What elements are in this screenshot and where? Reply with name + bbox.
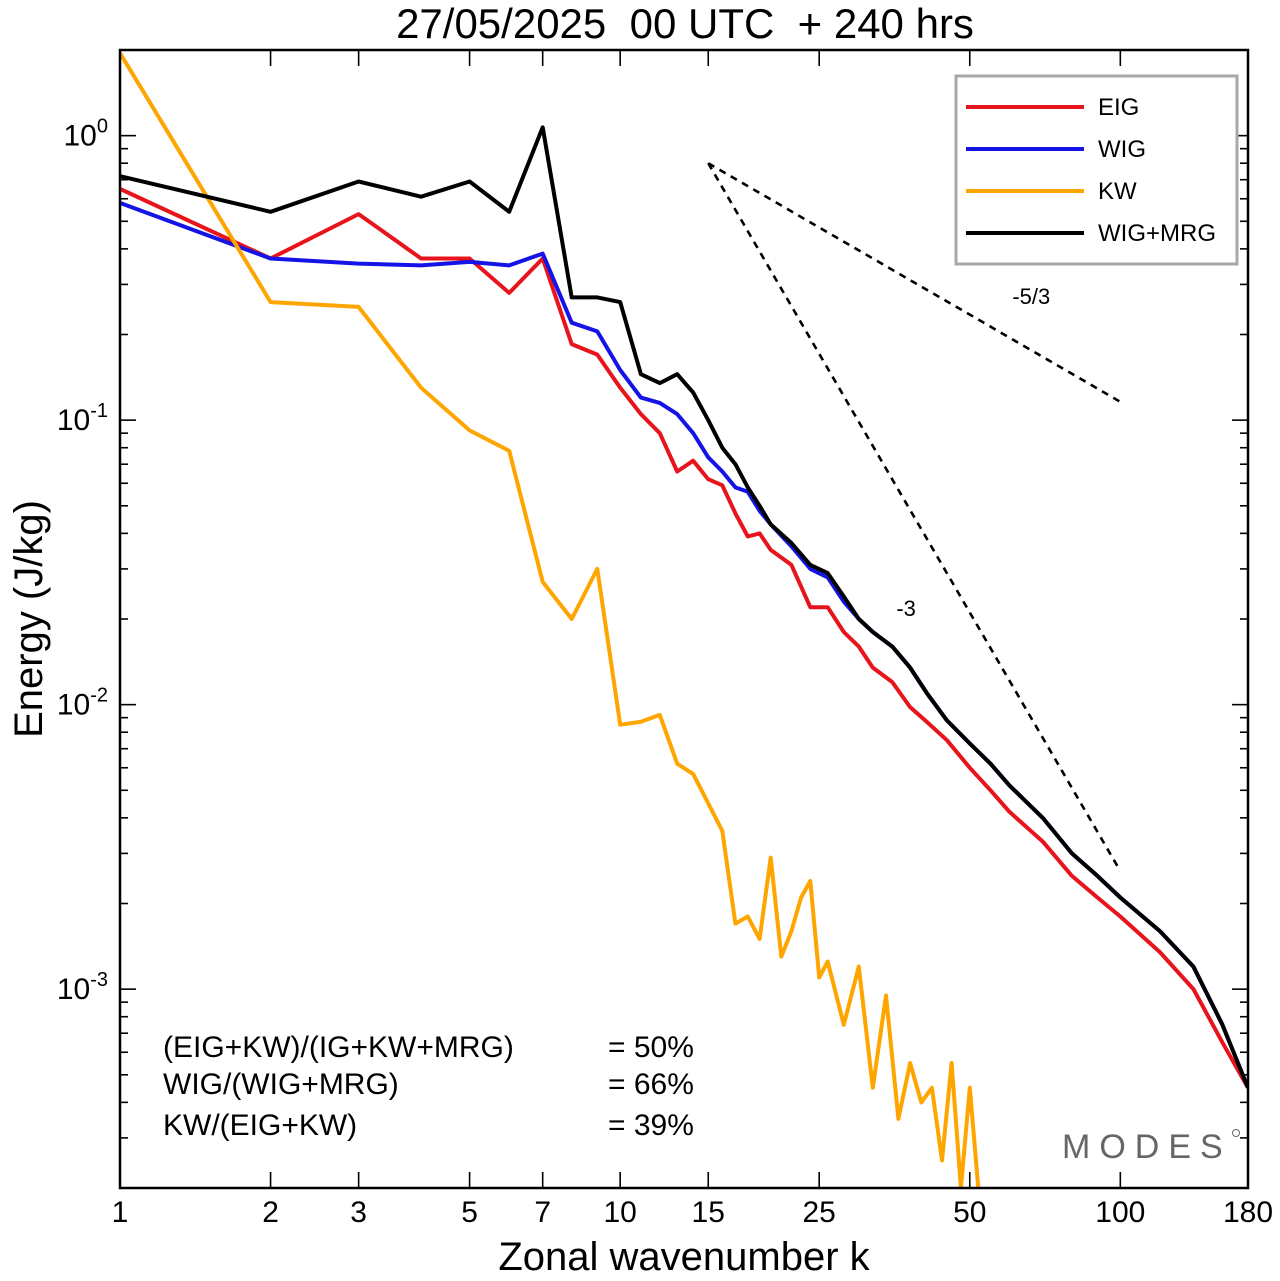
x-tick-label: 25 [803, 1196, 836, 1229]
x-axis-label: Zonal wavenumber k [498, 1235, 870, 1279]
y-tick-label: 100 [64, 116, 109, 153]
x-tick-label: 15 [692, 1196, 725, 1229]
x-tick-label: 180 [1223, 1196, 1273, 1229]
ratio-value-3: = 39% [608, 1109, 694, 1142]
series-lines [120, 52, 1248, 1188]
ratio-value-2: = 66% [608, 1068, 694, 1101]
slope-line [707, 162, 1121, 403]
legend-label: WIG+MRG [1098, 220, 1216, 247]
ratio-annotations: (EIG+KW)/(IG+KW+MRG) = 50% WIG/(WIG+MRG)… [163, 1031, 694, 1142]
legend-label: EIG [1098, 94, 1139, 121]
slope-label: -3 [896, 596, 916, 621]
x-tick-label: 10 [603, 1196, 636, 1229]
modes-watermark: MODES [1062, 1128, 1240, 1166]
ratio-label-1: (EIG+KW)/(IG+KW+MRG) [163, 1031, 514, 1064]
slope-label: -5/3 [1012, 284, 1050, 309]
legend: EIG WIG KW WIG+MRG [954, 74, 1239, 266]
reference-slope-lines: -5/3 -3 [707, 162, 1122, 872]
y-tick-label: 10-3 [57, 969, 108, 1006]
ratio-label-2: WIG/(WIG+MRG) [163, 1068, 399, 1101]
legend-label: WIG [1098, 136, 1146, 163]
plot-frame [118, 48, 1250, 1190]
ratio-label-3: KW/(EIG+KW) [163, 1109, 357, 1142]
x-tick-label: 100 [1095, 1196, 1145, 1229]
ratio-value-1: = 50% [608, 1031, 694, 1064]
x-tick-label: 50 [953, 1196, 986, 1229]
y-tick-label: 10-1 [57, 400, 108, 437]
x-tick-label: 3 [350, 1196, 367, 1229]
watermark-text: MODES [1062, 1128, 1232, 1166]
series-wig-mrg-line [120, 125, 1248, 1089]
series-wig-line [120, 201, 1248, 1089]
x-tick-label: 7 [534, 1196, 551, 1229]
y-tick-label: 10-2 [57, 685, 108, 722]
slope-line [707, 162, 1122, 872]
y-axis-label: Energy (J/kg) [7, 500, 51, 738]
series-kw-line [120, 52, 981, 1188]
x-tick-labels: 1 2 3 5 7 10 15 25 50 100 180 [112, 1196, 1273, 1229]
copyright-mark [1232, 1129, 1240, 1137]
x-tick-label: 5 [461, 1196, 478, 1229]
x-tick-label: 1 [112, 1196, 129, 1229]
legend-label: KW [1098, 178, 1137, 205]
chart-title: 27/05/2025 00 UTC + 240 hrs [396, 0, 974, 47]
series-eig-line [120, 187, 1248, 1089]
y-tick-labels: 10-3 10-2 10-1 100 [57, 116, 109, 1006]
x-tick-label: 2 [262, 1196, 279, 1229]
